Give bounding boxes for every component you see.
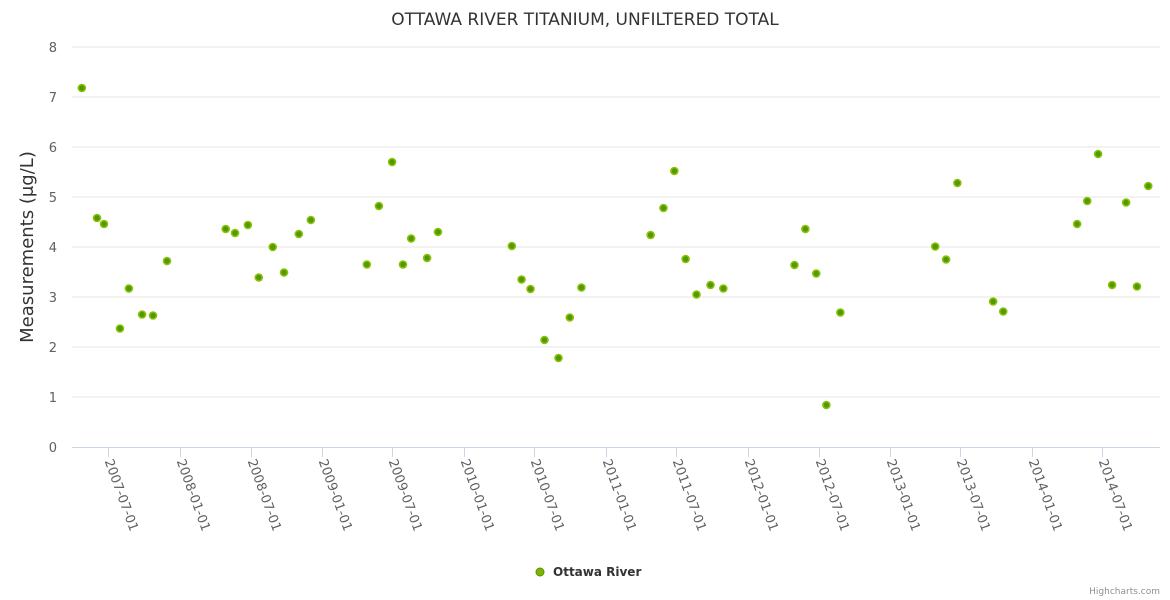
data-point[interactable] [294, 229, 304, 239]
x-tick-label: 2007-07-01 [101, 457, 141, 533]
x-tick-label: 2008-01-01 [173, 457, 213, 533]
data-point[interactable] [941, 255, 951, 264]
data-point[interactable] [306, 215, 316, 225]
x-tick-label: 2008-07-01 [244, 457, 284, 533]
data-point[interactable] [148, 311, 158, 320]
data-point[interactable] [162, 256, 172, 266]
data-point[interactable] [374, 201, 384, 211]
data-point[interactable] [953, 178, 962, 188]
y-tick-label: 7 [49, 91, 57, 106]
y-axis-ticks: 0 1 2 3 4 5 6 7 8 [49, 41, 57, 456]
data-point[interactable] [507, 241, 517, 251]
data-point[interactable] [811, 269, 821, 278]
data-point[interactable] [1082, 196, 1092, 206]
data-point[interactable] [719, 284, 728, 293]
chart-title: OTTAWA RIVER TITANIUM, UNFILTERED TOTAL [391, 10, 779, 30]
data-point[interactable] [1121, 198, 1131, 207]
data-point[interactable] [659, 203, 668, 213]
data-point[interactable] [230, 228, 240, 238]
data-point[interactable] [362, 260, 372, 269]
x-tick-label: 2014-01-01 [1025, 457, 1065, 533]
data-point[interactable] [398, 260, 408, 269]
data-point[interactable] [254, 273, 264, 282]
data-point[interactable] [1093, 149, 1103, 159]
data-point[interactable] [554, 353, 563, 363]
data-point[interactable] [221, 224, 231, 234]
y-tick-label: 4 [49, 241, 57, 256]
x-tick-label: 2010-01-01 [457, 457, 497, 533]
data-point[interactable] [387, 157, 397, 167]
series-ottawa-river[interactable] [77, 83, 1153, 410]
data-point[interactable] [77, 83, 87, 93]
data-point[interactable] [790, 260, 799, 270]
data-point[interactable] [822, 400, 831, 410]
data-point[interactable] [526, 284, 535, 294]
x-tick-label: 2012-01-01 [741, 457, 781, 533]
data-point[interactable] [1132, 282, 1142, 291]
data-point[interactable] [646, 230, 655, 240]
y-tick-label: 6 [49, 141, 57, 156]
data-point[interactable] [565, 313, 575, 322]
data-point[interactable] [268, 242, 278, 252]
data-point[interactable] [124, 284, 134, 293]
data-point[interactable] [1072, 219, 1082, 229]
x-axis: 2007-07-01 2008-01-01 2008-07-01 2009-01-01… [72, 447, 1160, 533]
data-point[interactable] [577, 283, 586, 292]
data-point[interactable] [422, 253, 432, 263]
data-point[interactable] [801, 224, 810, 234]
data-point[interactable] [243, 220, 253, 230]
y-tick-label: 1 [49, 391, 57, 406]
x-tick-label: 2014-07-01 [1095, 457, 1135, 533]
y-tick-label: 3 [49, 291, 57, 306]
data-point[interactable] [1143, 181, 1153, 191]
data-point[interactable] [692, 290, 701, 299]
grid-lines [72, 46, 1160, 398]
data-point[interactable] [1107, 280, 1117, 290]
data-point[interactable] [99, 219, 109, 229]
x-tick-label: 2011-07-01 [669, 457, 709, 533]
x-tick-label: 2011-01-01 [599, 457, 639, 533]
data-point[interactable] [433, 227, 443, 237]
x-tick-label: 2010-07-01 [527, 457, 567, 533]
y-axis-title: Measurements (μg/L) [17, 151, 38, 343]
data-point[interactable] [998, 307, 1008, 316]
y-tick-label: 8 [49, 41, 57, 56]
data-point[interactable] [540, 335, 549, 345]
data-point[interactable] [279, 268, 289, 277]
data-point[interactable] [930, 242, 940, 251]
data-point[interactable] [836, 308, 845, 317]
x-tick-label: 2012-07-01 [812, 457, 852, 533]
x-tick-label: 2013-07-01 [953, 457, 993, 533]
x-tick-label: 2013-01-01 [883, 457, 923, 533]
legend-marker-icon [535, 567, 545, 577]
data-point[interactable] [137, 310, 147, 319]
data-point[interactable] [517, 275, 526, 284]
credits-link[interactable]: Highcharts.com [1089, 587, 1160, 597]
data-point[interactable] [706, 280, 715, 290]
y-tick-label: 2 [49, 341, 57, 356]
data-point[interactable] [670, 166, 679, 176]
data-point[interactable] [681, 254, 690, 264]
y-tick-label: 5 [49, 191, 57, 206]
x-tick-label: 2009-01-01 [315, 457, 355, 533]
x-tick-label: 2009-07-01 [385, 457, 425, 533]
data-point[interactable] [115, 324, 125, 333]
legend-item-ottawa-river[interactable]: Ottawa River [553, 565, 641, 579]
data-point[interactable] [92, 213, 102, 223]
y-tick-label: 0 [49, 441, 57, 456]
data-point[interactable] [406, 234, 416, 243]
data-point[interactable] [988, 297, 998, 306]
legend[interactable]: Ottawa River [535, 565, 641, 579]
